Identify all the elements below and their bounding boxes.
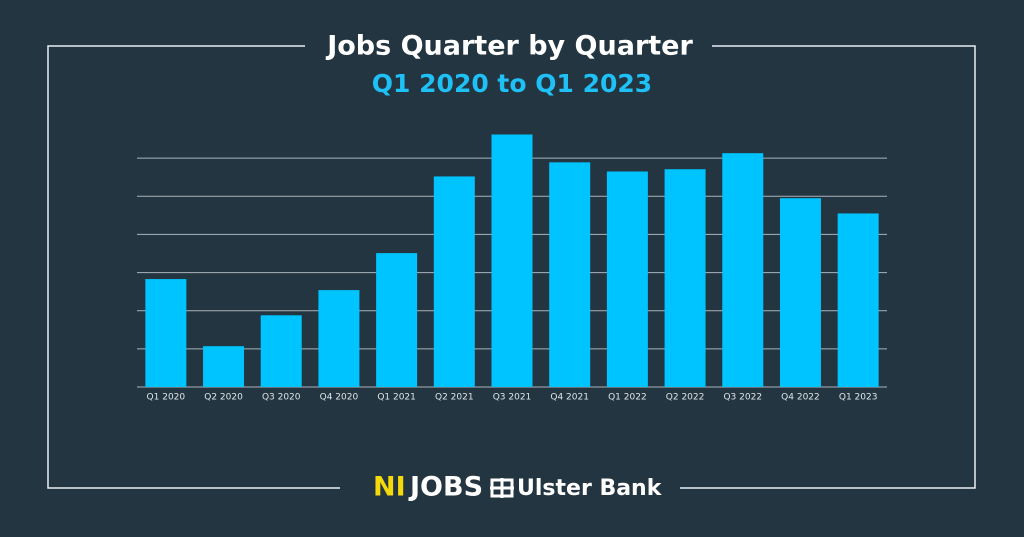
logo-text: Ulster Bank <box>517 476 663 501</box>
chart-subtitle: Q1 2020 to Q1 2023 <box>372 69 652 98</box>
bar <box>722 153 764 387</box>
bar <box>433 176 475 387</box>
bar <box>203 346 245 387</box>
x-tick-label: Q4 2020 <box>320 393 359 403</box>
logo-text: NI <box>373 472 406 503</box>
x-tick-label: Q1 2021 <box>377 393 416 403</box>
x-tick-label: Q1 2023 <box>839 393 878 403</box>
x-tick-label: Q3 2022 <box>723 393 762 403</box>
x-tick-label: Q2 2021 <box>435 393 474 403</box>
logo-icon <box>490 478 514 498</box>
x-tick-label: Q1 2022 <box>608 393 647 403</box>
frame <box>47 45 976 489</box>
bar <box>145 279 187 387</box>
logo-text: JOBS <box>408 472 483 503</box>
x-tick-label: Q4 2022 <box>781 393 820 403</box>
x-tick-label: Q2 2020 <box>204 393 243 403</box>
chart-title: Jobs Quarter by Quarter <box>325 31 693 62</box>
ni-jobs-logo: NI JOBS <box>373 472 483 503</box>
bar <box>664 169 706 387</box>
x-tick-label: Q3 2021 <box>493 393 532 403</box>
x-tick-label: Q3 2020 <box>262 393 301 403</box>
ulster-bank-logo: Ulster Bank <box>490 476 663 501</box>
x-tick-label: Q4 2021 <box>550 393 589 403</box>
bar <box>779 198 821 387</box>
bar <box>837 213 879 387</box>
x-tick-label: Q2 2022 <box>666 393 705 403</box>
bar <box>318 290 360 387</box>
bar <box>491 134 533 387</box>
x-tick-label: Q1 2020 <box>147 393 186 403</box>
bar <box>260 315 302 387</box>
bar <box>606 171 648 387</box>
bar <box>549 162 591 387</box>
bar <box>376 253 418 387</box>
